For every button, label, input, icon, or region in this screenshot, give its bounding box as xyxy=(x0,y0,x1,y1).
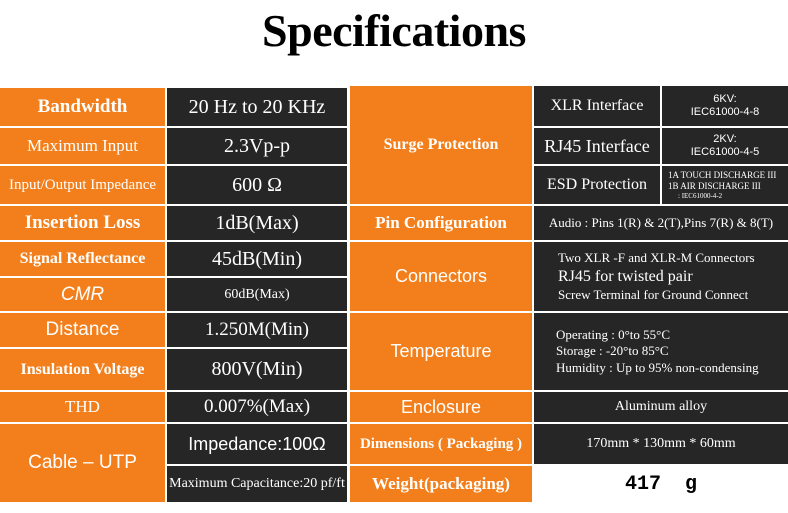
connectors-line-3: Screw Terminal for Ground Connect xyxy=(558,286,749,302)
dimensions-label: Dimensions ( Packaging ) xyxy=(350,424,532,464)
xlr-interface-rating: 6KV: IEC61000-4-8 xyxy=(662,86,788,126)
temperature-operating: Operating : 0°to 55°C xyxy=(556,327,671,343)
connectors-label: Connectors xyxy=(350,242,532,311)
weight-label: Weight(packaging) xyxy=(350,466,532,502)
esd-line-1: 1A TOUCH DISCHARGE III xyxy=(668,170,777,180)
temperature-humidity: Humidity : Up to 95% non-condensing xyxy=(556,359,759,375)
bandwidth-label: Bandwidth xyxy=(0,88,165,126)
connectors-line-1: Two XLR -F and XLR-M Connectors xyxy=(558,250,755,266)
cable-capacitance: Maximum Capacitance:20 pf/ft xyxy=(167,466,347,502)
enclosure-label: Enclosure xyxy=(350,392,532,422)
insulation-voltage-label: Insulation Voltage xyxy=(0,349,165,390)
rj45-kv: 2KV: xyxy=(713,133,737,146)
insulation-voltage-value: 800V(Min) xyxy=(167,349,347,390)
xlr-standard: IEC61000-4-8 xyxy=(690,106,760,118)
esd-protection-rating: 1A TOUCH DISCHARGE III 1B AIR DISCHARGE … xyxy=(662,166,788,204)
insertion-loss-label: Insertion Loss xyxy=(0,206,165,240)
esd-protection-label: ESD Protection xyxy=(534,166,660,204)
distance-value: 1.250M(Min) xyxy=(167,313,347,347)
cable-impedance: Impedance:100Ω xyxy=(167,424,347,464)
enclosure-value: Aluminum alloy xyxy=(534,392,788,422)
insertion-loss-value: 1dB(Max) xyxy=(167,206,347,240)
temperature-value: Operating : 0°to 55°C Storage : -20°to 8… xyxy=(534,313,788,390)
max-input-label: Maximum Input xyxy=(0,128,165,164)
signal-reflectance-label: Signal Reflectance xyxy=(0,242,165,276)
temperature-label: Temperature xyxy=(350,313,532,390)
dimensions-value: 170mm * 130mm * 60mm xyxy=(534,424,788,464)
esd-line-2: 1B AIR DISCHARGE III xyxy=(668,180,761,191)
cmr-value: 60dB(Max) xyxy=(167,278,347,311)
impedance-value: 600 Ω xyxy=(167,166,347,204)
weight-value: 417 g xyxy=(534,466,788,502)
distance-label: Distance xyxy=(0,313,165,347)
esd-line-3: : IEC61000-4-2 xyxy=(678,191,723,200)
pin-configuration-value: Audio : Pins 1(R) & 2(T),Pins 7(R) & 8(T… xyxy=(534,206,788,240)
cable-label: Cable – UTP xyxy=(0,424,165,502)
xlr-kv: 6KV: xyxy=(713,93,737,106)
thd-label: THD xyxy=(0,392,165,422)
thd-value: 0.007%(Max) xyxy=(167,392,347,422)
rj45-standard: IEC61000-4-5 xyxy=(690,146,760,158)
pin-configuration-label: Pin Configuration xyxy=(350,206,532,240)
temperature-storage: Storage : -20°to 85°C xyxy=(556,343,669,359)
xlr-interface-label: XLR Interface xyxy=(534,86,660,126)
connectors-value: Two XLR -F and XLR-M Connectors RJ45 for… xyxy=(534,242,788,311)
page-title: Specifications xyxy=(262,5,526,56)
impedance-label: Input/Output Impedance xyxy=(0,166,165,204)
max-input-value: 2.3Vp-p xyxy=(167,128,347,164)
cmr-label: CMR xyxy=(0,278,165,311)
rj45-interface-rating: 2KV: IEC61000-4-5 xyxy=(662,128,788,164)
rj45-interface-label: RJ45 Interface xyxy=(534,128,660,164)
signal-reflectance-value: 45dB(Min) xyxy=(167,242,347,276)
surge-protection-label: Surge Protection xyxy=(350,86,532,204)
bandwidth-value: 20 Hz to 20 KHz xyxy=(167,88,347,126)
connectors-line-2: RJ45 for twisted pair xyxy=(558,267,693,285)
